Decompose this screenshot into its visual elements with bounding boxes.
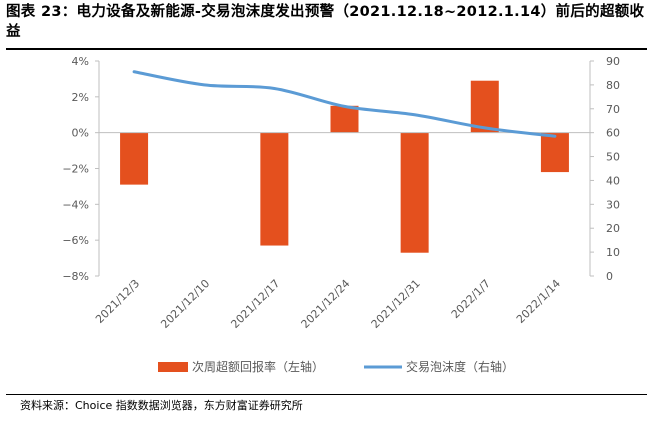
bar xyxy=(540,132,569,173)
right-y-tick-label: 90 xyxy=(606,55,620,68)
right-y-tick-label: 40 xyxy=(606,174,620,187)
chart-canvas: 4% 2% 0% −2% −4% −6% −8% 90 80 70 60 50 40 30 20 10 0 202… xyxy=(62,55,620,374)
line-series xyxy=(132,70,557,138)
left-y-tick-label: −4% xyxy=(62,198,89,211)
chart-title: 图表 23：电力设备及新能源-交易泡沫度发出预警（2021.12.18~2012… xyxy=(6,4,645,40)
left-y-tick-label: 4% xyxy=(72,55,89,68)
legend-line-label: 交易泡沫度（右轴） xyxy=(406,359,514,374)
bar xyxy=(120,132,149,185)
right-y-tick-label: 0 xyxy=(606,270,613,283)
right-y-tick-label: 30 xyxy=(606,198,620,211)
left-y-tick-label: −2% xyxy=(62,163,89,176)
x-tick-label: 2021/12/17 xyxy=(228,277,282,331)
left-y-tick-label: 2% xyxy=(72,91,89,104)
bar xyxy=(330,105,359,133)
right-y-tick-label: 20 xyxy=(606,222,620,235)
x-tick-label: 2022/1/14 xyxy=(514,277,563,326)
x-tick-label: 2022/1/7 xyxy=(449,277,493,321)
x-tick-label: 2021/12/10 xyxy=(158,277,212,331)
right-y-tick-label: 10 xyxy=(606,246,620,259)
bar xyxy=(470,80,499,133)
x-tick-label: 2021/12/24 xyxy=(299,277,353,331)
legend-bar-label: 次周超额回报率（左轴） xyxy=(192,359,324,374)
right-y-tick-label: 80 xyxy=(606,79,620,92)
bar xyxy=(400,132,429,253)
left-y-tick-label: −6% xyxy=(62,234,89,247)
bar xyxy=(260,132,289,246)
source-note: 资料来源：Choice 指数数据浏览器，东方财富证券研究所 xyxy=(20,399,303,412)
right-y-tick-label: 60 xyxy=(606,127,620,140)
left-y-tick-label: 0% xyxy=(72,127,89,140)
title-divider xyxy=(6,48,647,50)
source-divider xyxy=(6,394,647,395)
left-y-tick-label: −8% xyxy=(62,270,89,283)
x-tick-label: 2021/12/31 xyxy=(369,277,423,331)
right-y-tick-label: 50 xyxy=(606,151,620,164)
legend-bar-swatch xyxy=(158,362,188,372)
x-tick-label: 2021/12/3 xyxy=(93,277,142,326)
right-y-tick-label: 70 xyxy=(606,103,620,116)
